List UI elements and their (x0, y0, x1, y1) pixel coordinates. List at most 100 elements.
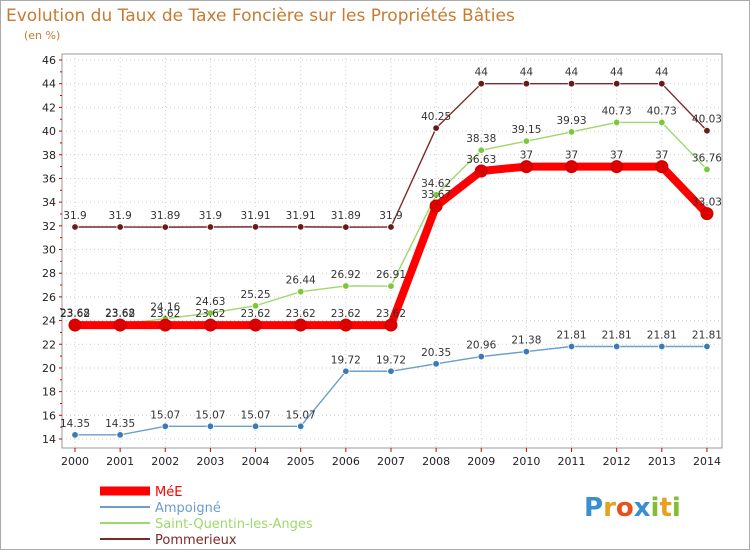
chart-title: Evolution du Taux de Taxe Foncière sur l… (6, 6, 515, 26)
data-label-ampoigne: 14.35 (105, 418, 135, 430)
brand-letter: i (672, 493, 681, 523)
data-label-mee: 23.62 (195, 308, 225, 320)
point-saint-quentin-les-anges (387, 282, 395, 290)
brand-letter: x (634, 493, 651, 523)
point-saint-quentin-les-anges (567, 128, 576, 136)
point-mee (203, 318, 217, 332)
point-ampoigne (251, 422, 260, 431)
data-label-saint-quentin-les-anges: 26.92 (331, 269, 361, 281)
legend-label: Pommerieux (155, 533, 237, 548)
point-ampoigne (612, 342, 621, 351)
point-pommerieux (477, 79, 485, 88)
x-tick-label: 2011 (558, 455, 586, 468)
brand-letter: o (616, 493, 634, 523)
point-mee (249, 318, 263, 332)
legend: MéEAmpoignéSaint-Quentin-les-AngesPommer… (100, 485, 313, 548)
point-ampoigne (342, 367, 350, 375)
data-label-ampoigne: 15.07 (241, 409, 271, 421)
data-label-saint-quentin-les-anges: 26.91 (376, 269, 406, 281)
data-label-mee: 36.63 (466, 154, 496, 166)
point-saint-quentin-les-anges (206, 309, 215, 317)
data-label-pommerieux: 31.89 (331, 210, 361, 222)
point-mee (700, 207, 714, 221)
x-tick-label: 2014 (693, 455, 721, 468)
data-label-saint-quentin-les-anges: 23.68 (60, 307, 90, 319)
point-ampoigne (297, 422, 305, 431)
x-axis: 2000 2001 2002 2003 2004 2005 2006 2007 2008 2009… (61, 448, 721, 468)
x-tick-label: 2004 (242, 455, 270, 468)
point-pommerieux (297, 223, 305, 231)
point-pommerieux (658, 79, 666, 88)
point-pommerieux (251, 223, 260, 231)
point-mee (610, 160, 624, 174)
y-tick-label: 28 (42, 267, 56, 280)
y-tick-label: 18 (42, 386, 56, 399)
data-label-pommerieux: 31.91 (241, 210, 271, 222)
point-saint-quentin-les-anges (658, 118, 666, 127)
data-label-ampoigne: 21.81 (647, 330, 677, 342)
y-tick-label: 14 (42, 433, 56, 446)
x-tick-label: 2007 (377, 455, 405, 468)
data-label-pommerieux: 31.9 (63, 210, 86, 222)
legend-label: Saint-Quentin-les-Anges (155, 517, 313, 532)
point-saint-quentin-les-anges (342, 282, 350, 290)
x-tick-label: 2000 (61, 455, 89, 468)
y-tick-label: 22 (42, 338, 56, 351)
point-ampoigne (703, 342, 711, 351)
data-label-mee: 23.62 (286, 308, 316, 320)
brand-letter: i (651, 493, 660, 523)
data-label-ampoigne: 21.81 (557, 330, 587, 342)
x-tick-label: 2012 (603, 455, 631, 468)
data-label-mee: 33.03 (692, 197, 722, 209)
y-tick-label: 16 (42, 409, 56, 422)
y-tick-label: 38 (42, 149, 56, 162)
x-tick-label: 2009 (467, 455, 495, 468)
data-label-ampoigne: 15.07 (195, 409, 225, 421)
brand-text: Proxiti (584, 493, 681, 523)
point-saint-quentin-les-anges (612, 118, 621, 127)
point-mee (113, 318, 127, 332)
data-label-saint-quentin-les-anges: 25.25 (241, 289, 271, 301)
point-saint-quentin-les-anges (251, 302, 260, 310)
y-tick-label: 46 (42, 54, 56, 67)
x-tick-label: 2003 (196, 455, 224, 468)
data-label-saint-quentin-les-anges: 39.15 (511, 124, 541, 136)
point-saint-quentin-les-anges (703, 165, 711, 174)
data-label-pommerieux: 44 (655, 67, 669, 79)
x-tick-label: 2008 (422, 455, 450, 468)
x-tick-label: 2001 (106, 455, 134, 468)
data-label-pommerieux: 31.91 (286, 210, 316, 222)
x-tick-label: 2002 (151, 455, 179, 468)
data-label-mee: 23.62 (150, 308, 180, 320)
data-label-pommerieux: 31.9 (199, 210, 222, 222)
point-pommerieux (612, 79, 621, 88)
point-ampoigne (432, 360, 440, 368)
data-label-ampoigne: 21.38 (511, 335, 541, 347)
brand-letter: r (603, 493, 616, 523)
point-ampoigne (658, 342, 666, 351)
x-tick-label: 2010 (512, 455, 540, 468)
data-label-saint-quentin-les-anges: 40.73 (602, 105, 632, 117)
data-label-mee: 37 (655, 150, 668, 162)
data-label-mee: 23.62 (376, 308, 406, 320)
data-label-ampoigne: 15.07 (150, 409, 180, 421)
data-label-saint-quentin-les-anges: 40.73 (647, 105, 677, 117)
y-tick-label: 42 (42, 101, 56, 114)
data-label-pommerieux: 40.25 (421, 111, 451, 123)
chart-subtitle: (en %) (24, 29, 60, 42)
point-mee (565, 160, 579, 174)
data-labels: 31.9 31.9 31.89 31.9 31.91 31.91 31.89 31.9 40.2… (60, 67, 722, 430)
grid (62, 54, 722, 448)
data-label-ampoigne: 20.35 (421, 347, 451, 359)
legend-label: Ampoigné (155, 501, 221, 516)
plot-frame (61, 53, 723, 449)
data-label-pommerieux: 31.89 (150, 210, 180, 222)
point-pommerieux (522, 79, 531, 88)
point-saint-quentin-les-anges (477, 146, 485, 154)
y-tick-label: 20 (42, 362, 56, 375)
data-label-saint-quentin-les-anges: 26.44 (286, 275, 316, 287)
data-label-ampoigne: 19.72 (376, 354, 406, 366)
point-pommerieux (161, 223, 169, 231)
data-label-pommerieux: 44 (520, 67, 534, 79)
